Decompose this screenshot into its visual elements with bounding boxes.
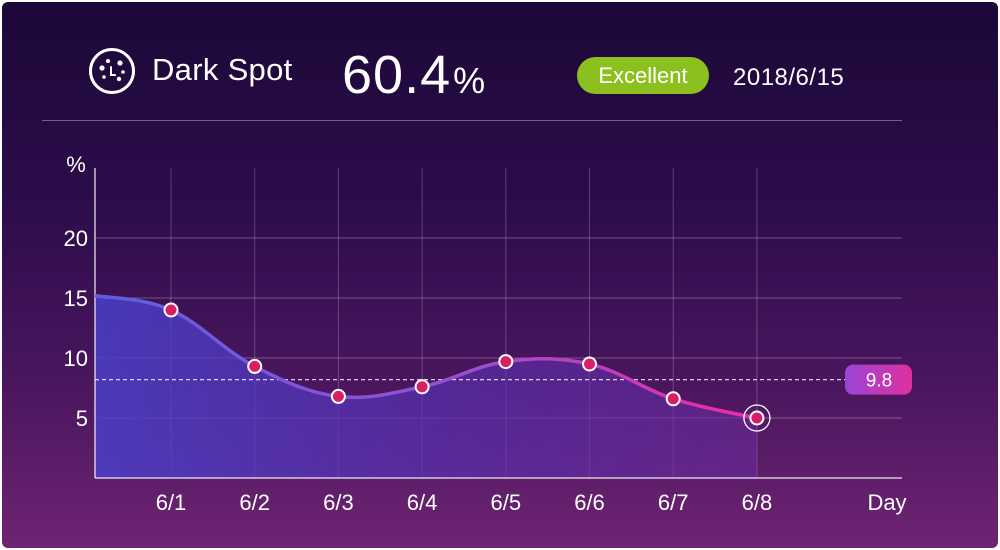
x-tick-label: 6/2 xyxy=(239,490,270,515)
data-point[interactable] xyxy=(749,410,765,426)
data-point[interactable] xyxy=(414,379,430,395)
reference-label-box xyxy=(845,364,912,395)
metric-header: Dark Spot 60.4% Excellent 2018/6/15 xyxy=(2,2,998,120)
x-tick-label: 6/7 xyxy=(658,490,689,515)
header-divider xyxy=(42,120,902,121)
data-point[interactable] xyxy=(163,302,179,318)
data-point[interactable] xyxy=(582,356,597,372)
dark-spot-face-icon xyxy=(89,48,135,94)
data-point[interactable] xyxy=(665,391,681,407)
highlight-ring xyxy=(743,404,771,432)
x-tick-label: 6/1 xyxy=(156,490,187,515)
metric-value: 60.4% xyxy=(342,44,485,106)
measurement-date: 2018/6/15 xyxy=(733,64,845,91)
data-point[interactable] xyxy=(330,388,346,404)
y-axis-label: % xyxy=(66,152,86,177)
y-tick-label: 5 xyxy=(76,406,88,431)
x-tick-label: 6/3 xyxy=(323,490,354,515)
x-tick-label: 6/6 xyxy=(574,490,605,515)
metric-name: Dark Spot xyxy=(152,52,293,87)
y-tick-label: 20 xyxy=(64,226,88,251)
x-tick-label: 6/5 xyxy=(491,490,522,515)
x-tick-label: 6/8 xyxy=(742,490,773,515)
rating-badge: Excellent xyxy=(577,57,709,94)
y-tick-label: 10 xyxy=(64,346,88,371)
x-axis-label: Day xyxy=(867,490,906,515)
data-point[interactable] xyxy=(498,354,514,370)
y-tick-label: 15 xyxy=(64,286,88,311)
reference-label: 9.8 xyxy=(866,371,892,392)
metric-value-number: 60.4 xyxy=(342,45,452,105)
x-tick-label: 6/4 xyxy=(407,490,438,515)
data-point[interactable] xyxy=(247,358,263,374)
metric-value-unit: % xyxy=(453,60,486,101)
